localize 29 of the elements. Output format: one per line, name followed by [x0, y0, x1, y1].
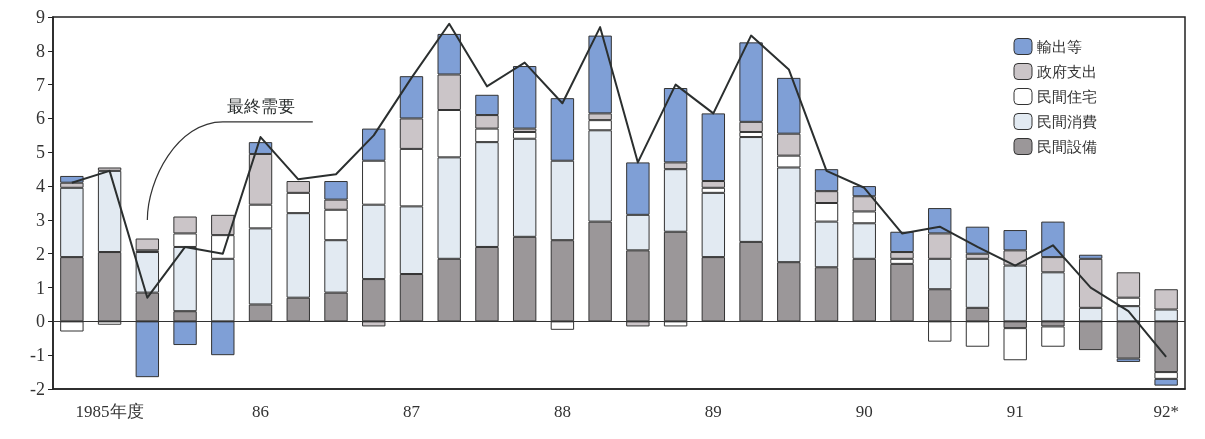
y-tick-label: 7: [36, 74, 45, 95]
bar: [512, 66, 537, 129]
x-tick-label: 87: [402, 402, 421, 421]
bar: [1041, 326, 1065, 347]
y-tick-label: 0: [36, 311, 45, 332]
x-tick-label: 86: [252, 402, 270, 421]
y-tick-label: 8: [36, 40, 45, 61]
legend-label: 民間住宅: [1037, 87, 1097, 106]
y-tick-label: 5: [36, 142, 45, 163]
x-tick-label: 92*: [1153, 402, 1179, 421]
x-tick-label: 89: [704, 402, 722, 421]
x-tick-label: 88: [553, 402, 571, 421]
legend-label: 輸出等: [1037, 37, 1082, 56]
legend-label: 民間消費: [1037, 112, 1097, 131]
legend-label: 政府支出: [1037, 62, 1097, 81]
y-tick-label: 4: [36, 176, 45, 197]
y-tick-label: 6: [36, 108, 45, 129]
x-tick-label: 90: [855, 402, 873, 421]
x-tick-label: 1985年度: [75, 402, 144, 421]
y-tick-label: 2: [36, 243, 45, 264]
legend-label: 民間設備: [1037, 137, 1097, 156]
bar: [135, 238, 160, 251]
y-tick-label: 3: [36, 209, 45, 230]
y-tick-label: -2: [30, 379, 45, 399]
series-label: 最終需要: [226, 96, 295, 117]
y-tick-label: 9: [36, 7, 45, 27]
y-tick-label: 1: [36, 277, 45, 298]
x-tick-label: 91: [1006, 402, 1024, 421]
y-tick-label: -1: [30, 345, 45, 366]
